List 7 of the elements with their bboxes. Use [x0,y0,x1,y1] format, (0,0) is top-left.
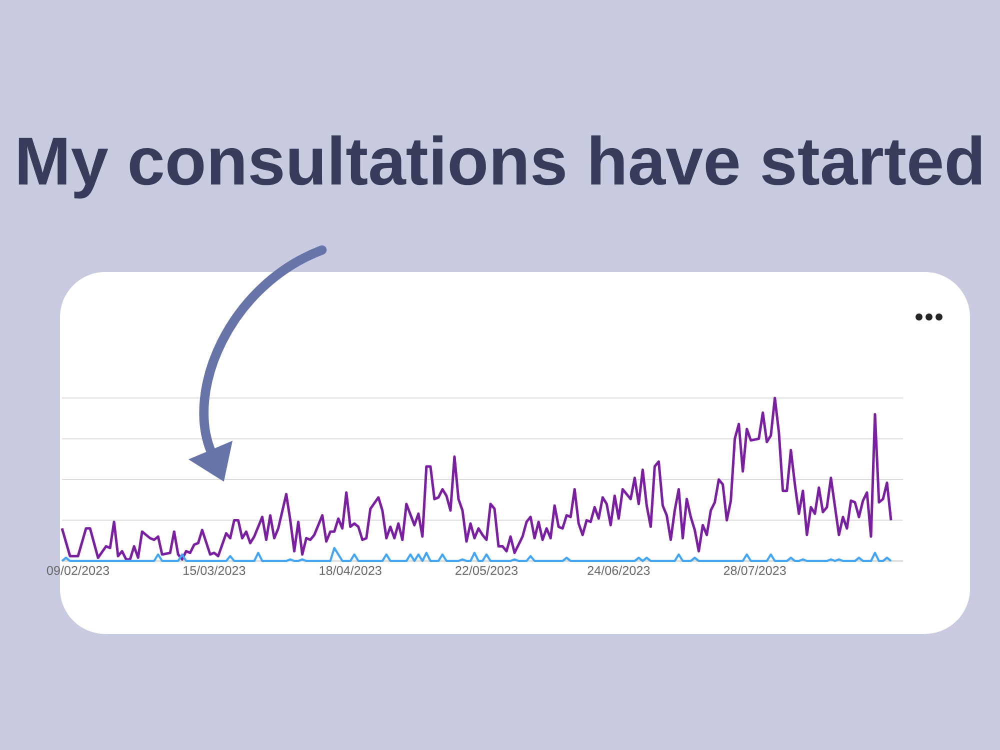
x-tick-label: 24/06/2023 [588,566,650,575]
x-tick-label: 28/07/2023 [724,566,786,575]
x-tick-label: 18/04/2023 [320,566,382,575]
x-tick-label: 15/03/2023 [184,566,246,575]
x-tick-label: 22/05/2023 [456,566,518,575]
chart-title: My consultations have started [18,135,982,199]
x-tick-label: 09/02/2023 [46,566,110,575]
